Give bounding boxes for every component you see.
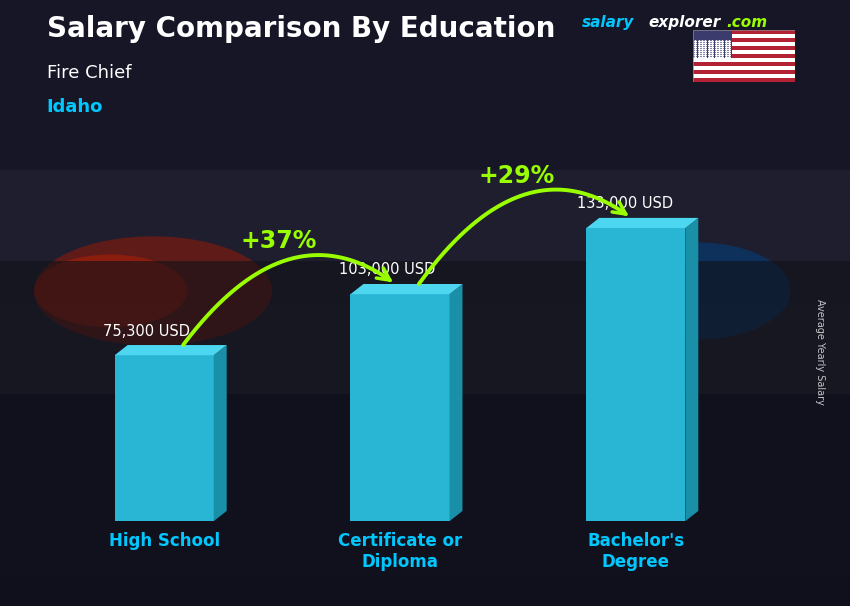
Bar: [693, 35, 795, 38]
Bar: [693, 42, 795, 46]
Bar: [693, 58, 795, 62]
Text: 133,000 USD: 133,000 USD: [577, 196, 673, 211]
Text: explorer: explorer: [649, 15, 721, 30]
Ellipse shape: [604, 242, 791, 339]
Ellipse shape: [34, 236, 272, 345]
Text: Idaho: Idaho: [47, 98, 103, 116]
Text: Salary Comparison By Education: Salary Comparison By Education: [47, 15, 555, 43]
Bar: [0, 0, 850, 170]
Polygon shape: [350, 284, 462, 294]
Text: +37%: +37%: [241, 229, 316, 253]
Bar: [693, 38, 795, 42]
Bar: [693, 30, 795, 35]
Bar: [350, 294, 450, 521]
Text: 103,000 USD: 103,000 USD: [338, 262, 435, 278]
Bar: [693, 50, 795, 54]
Bar: [693, 46, 795, 50]
Ellipse shape: [34, 255, 187, 327]
Text: salary: salary: [582, 15, 635, 30]
Polygon shape: [586, 218, 699, 228]
Text: +29%: +29%: [479, 164, 554, 188]
Bar: [693, 78, 795, 82]
Bar: [693, 66, 795, 70]
Bar: [115, 355, 213, 521]
Text: Average Yearly Salary: Average Yearly Salary: [815, 299, 825, 404]
Text: .com: .com: [727, 15, 768, 30]
Bar: [693, 54, 795, 58]
Bar: [693, 70, 795, 74]
Polygon shape: [450, 284, 462, 521]
Bar: [693, 62, 795, 66]
Bar: [693, 30, 732, 58]
Bar: [0, 303, 850, 576]
Polygon shape: [115, 345, 227, 355]
Bar: [0, 261, 850, 394]
Bar: [693, 74, 795, 78]
Bar: [586, 228, 685, 521]
Text: Fire Chief: Fire Chief: [47, 64, 131, 82]
Polygon shape: [213, 345, 227, 521]
Polygon shape: [685, 218, 699, 521]
Text: 75,300 USD: 75,300 USD: [103, 324, 190, 339]
Bar: [0, 394, 850, 606]
